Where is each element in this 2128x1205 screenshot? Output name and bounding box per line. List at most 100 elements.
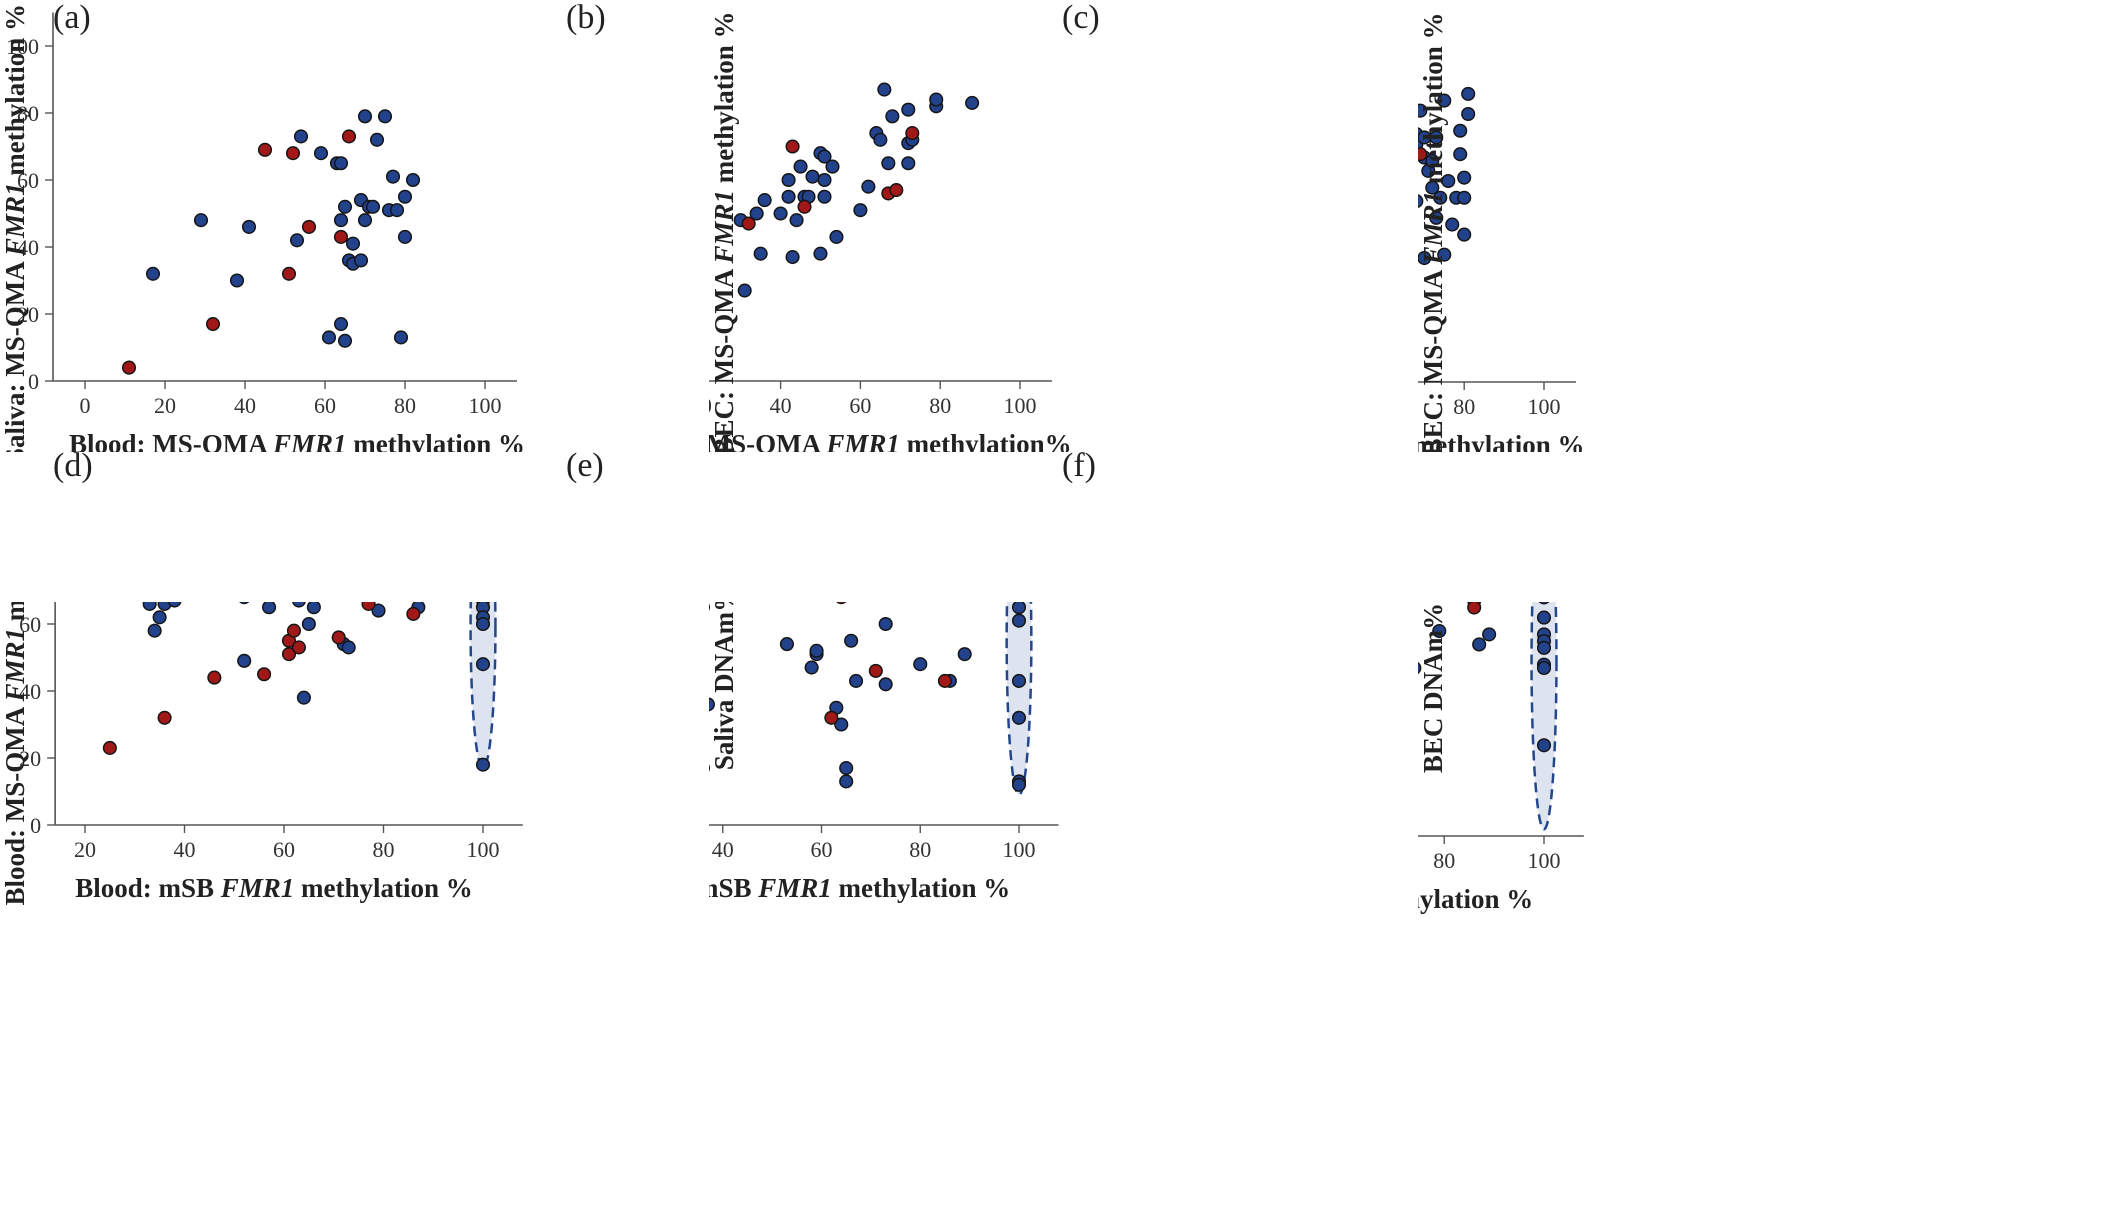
panel-a: 0 20 40 60 80 100 0 20 40 60 80 100 Blood: MS-QMA FM… [0, 4, 525, 452]
panel-letter: (e) [566, 447, 604, 484]
scatter-point-blue [1461, 106, 1476, 122]
scatter-point-red [741, 216, 756, 231]
x-axis-label: Blood: mSB FMR1 methylation % [75, 873, 473, 903]
scatter-point-blue [229, 273, 245, 288]
scatter-point-blue [1441, 173, 1456, 189]
scatter-point-blue [1011, 710, 1027, 725]
scatter-point-blue [878, 616, 893, 632]
scatter-point-blue [834, 717, 849, 732]
scatter-point-blue [357, 109, 373, 124]
scatter-point-red [285, 146, 301, 161]
scatter-point-red [1418, 147, 1428, 162]
scatter-point-blue [1418, 194, 1424, 208]
scatter-point-blue [885, 109, 900, 124]
scatter-point-blue [839, 774, 854, 789]
scatter-point-blue [345, 236, 361, 251]
scatter-point-blue [785, 249, 800, 265]
x-tick-label: 60 [811, 837, 833, 862]
scatter-point-red [1467, 602, 1482, 615]
scatter-point-blue [167, 602, 182, 608]
x-tick-label: 60 [273, 837, 295, 862]
scatter-point-red [905, 126, 920, 141]
x-tick-label: 100 [467, 837, 500, 862]
x-axis-label: Blood: mSB FMR1 methylation % [1418, 884, 1533, 914]
scatter-point-blue [357, 213, 373, 228]
scatter-point-blue [793, 159, 808, 174]
scatter-point-blue [901, 102, 916, 117]
scatter-point-blue [475, 616, 491, 632]
scatter-point-blue [877, 82, 892, 97]
scatter-point-blue [313, 146, 329, 161]
panel-letter: (f) [1062, 447, 1096, 484]
x-axis-label: Blood: MS-QMA FMR1 methylation % [1418, 430, 1585, 452]
x-tick-label: 40 [174, 837, 196, 862]
scatter-point-blue [853, 203, 868, 218]
scatter-point-blue [709, 697, 715, 712]
scatter-point-blue [1429, 130, 1444, 145]
y-tick-label: 60 [19, 612, 41, 637]
scatter-point-blue [293, 129, 309, 144]
scatter-point-blue [241, 219, 257, 234]
scatter-point-blue [1437, 247, 1452, 262]
scatter-point-blue [1457, 227, 1472, 242]
scatter-point-blue [1461, 86, 1476, 101]
scatter-point-blue [1425, 153, 1440, 168]
y-tick-label: 0 [30, 813, 41, 838]
scatter-point-blue [475, 657, 491, 672]
y-tick-label: 80 [17, 101, 39, 126]
scatter-point-blue [1425, 180, 1440, 195]
scatter-point-red [406, 606, 421, 621]
scatter-point-blue [825, 159, 840, 174]
scatter-point-blue [1536, 738, 1552, 753]
scatter-point-red [281, 266, 297, 281]
scatter-point-blue [1429, 210, 1444, 225]
x-tick-label: 40 [234, 393, 256, 418]
scatter-point-red [281, 647, 297, 662]
scatter-point-blue [829, 229, 844, 244]
y-axis-label: BEC: MS-QMA FMR1 methylation % [1418, 12, 1448, 452]
scatter-point-blue [389, 203, 405, 218]
scatter-point-blue [844, 633, 859, 648]
scatter-point-red [121, 360, 137, 375]
scatter-point-blue [301, 616, 316, 632]
scatter-point-blue [262, 602, 277, 615]
scatter-point-blue [147, 623, 162, 638]
scatter-point-blue [1437, 93, 1452, 108]
scatter-point-blue [321, 330, 337, 345]
scatter-point-blue [1418, 251, 1432, 266]
x-tick-label: 20 [709, 393, 712, 418]
scatter-point-blue [1011, 777, 1027, 792]
y-axis-label: BEC: MS-QMA FMR1 methylation % [709, 11, 739, 452]
scatter-point-blue [289, 233, 305, 248]
scatter-point-blue [353, 253, 369, 268]
scatter-point-blue [805, 169, 820, 184]
x-tick-label: 60 [849, 393, 871, 418]
scatter-point-blue [1536, 640, 1552, 655]
scatter-point-blue [849, 673, 864, 688]
scatter-point-blue [292, 602, 306, 608]
scatter-point-blue [965, 95, 980, 110]
x-tick-label: 80 [1453, 394, 1475, 419]
y-tick-label: 0 [28, 369, 39, 394]
scatter-point-blue [1453, 123, 1468, 138]
scatter-point-blue [809, 643, 824, 658]
scatter-point-blue [901, 156, 916, 171]
y-tick-label: 20 [19, 746, 41, 771]
scatter-point-blue [1418, 103, 1428, 118]
scatter-point-blue [878, 677, 893, 692]
x-axis-label: Saliva: MS-QMA FMR1 methylation% [709, 429, 1072, 452]
scatter-point-blue [817, 149, 832, 164]
scatter-point-blue [773, 206, 788, 221]
scatter-point-red [937, 673, 952, 688]
y-tick-label: 40 [19, 679, 41, 704]
scatter-point-blue [1482, 627, 1497, 642]
scatter-point-blue [737, 283, 752, 298]
scatter-point-red [257, 667, 272, 682]
scatter-point-blue [757, 193, 772, 208]
scatter-point-red [301, 219, 317, 234]
scatter-point-blue [371, 603, 386, 618]
